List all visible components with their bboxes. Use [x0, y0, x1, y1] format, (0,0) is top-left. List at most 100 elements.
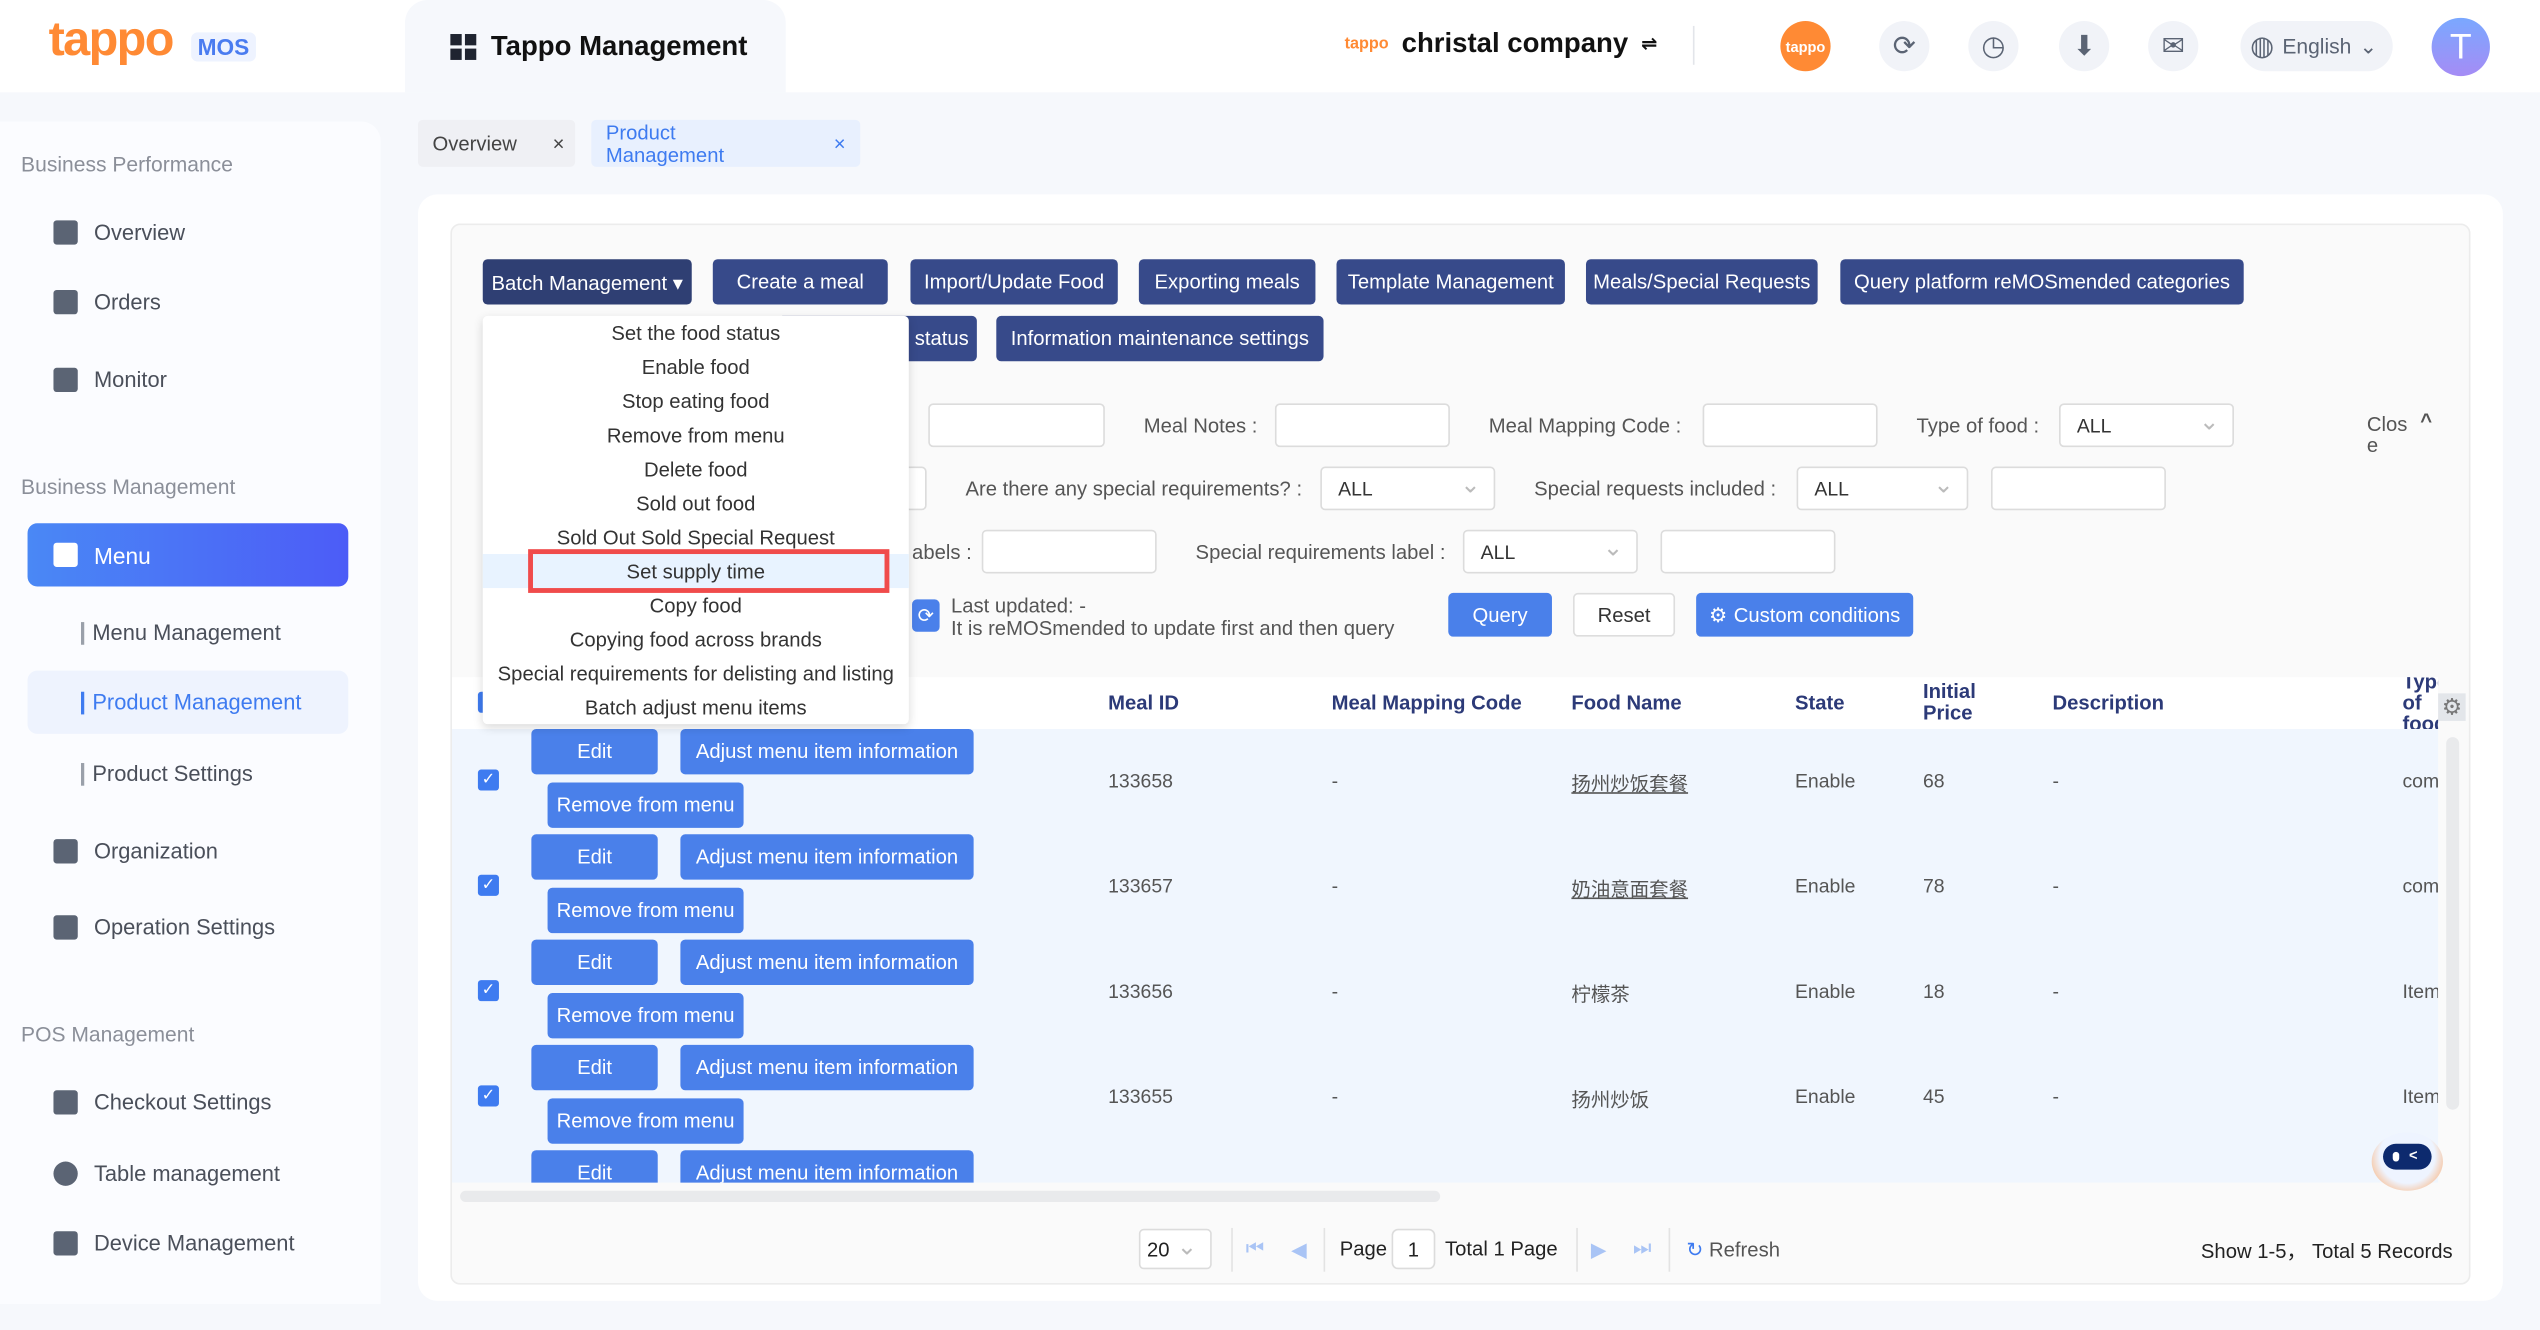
sidebar-item-product-management[interactable]: Product Management: [27, 670, 349, 734]
tab-overview[interactable]: Overview ×: [417, 119, 576, 167]
menu-item[interactable]: Stop eating food: [622, 389, 770, 413]
menu-item[interactable]: Sold out food: [636, 491, 756, 515]
food-name[interactable]: 扬州炒饭: [1571, 1088, 1650, 1112]
menu-item[interactable]: Copying food across brands: [569, 627, 822, 651]
meals-special-requests-button[interactable]: Meals/Special Requests: [1585, 259, 1818, 305]
menu-item[interactable]: Special requirements for delisting and l…: [497, 661, 894, 685]
close-icon[interactable]: ×: [552, 132, 565, 155]
row-checkbox[interactable]: ✓: [477, 980, 499, 1002]
column-header[interactable]: Type of food: [2402, 677, 2438, 729]
menu-item[interactable]: Remove from menu: [606, 423, 785, 447]
batch-management-button[interactable]: Batch Management ▾: [482, 259, 692, 305]
sidebar-item-table-management[interactable]: Table management: [53, 1161, 280, 1186]
edit-button[interactable]: Edit: [531, 1150, 658, 1183]
create-meal-button[interactable]: Create a meal: [712, 259, 888, 305]
sidebar-item-menu-management[interactable]: Menu Management: [81, 621, 281, 645]
download-icon[interactable]: ⬇: [2059, 21, 2110, 72]
sidebar-item-organization[interactable]: Organization: [53, 839, 218, 864]
query-platform-categories-button[interactable]: Query platform reMOSmended categories: [1840, 259, 2244, 305]
food-name[interactable]: 奶油意面套餐: [1571, 878, 1689, 901]
collapse-filters-button[interactable]: Clos e: [2367, 414, 2416, 457]
edit-button[interactable]: Edit: [531, 834, 658, 880]
menu-item[interactable]: Delete food: [644, 457, 748, 481]
sidebar-item-device-management[interactable]: Device Management: [53, 1231, 295, 1256]
adjust-menu-item-button[interactable]: Adjust menu item information: [680, 834, 974, 880]
chevron-up-icon[interactable]: ^: [2420, 409, 2433, 433]
avatar[interactable]: T: [2431, 17, 2490, 77]
page-size-select[interactable]: 20: [1138, 1228, 1212, 1270]
menu-item[interactable]: Set supply time: [482, 554, 909, 589]
page-input[interactable]: 1: [1391, 1228, 1436, 1270]
row-checkbox[interactable]: ✓: [477, 769, 499, 791]
column-settings-gear-icon[interactable]: ⚙: [2438, 693, 2466, 721]
horizontal-scrollbar[interactable]: [460, 1190, 1441, 1203]
meal-notes-input[interactable]: [1274, 403, 1450, 448]
sidebar-item-operation-settings[interactable]: Operation Settings: [53, 915, 275, 940]
filter-input-1[interactable]: [928, 403, 1105, 448]
adjust-menu-item-button[interactable]: Adjust menu item information: [680, 939, 974, 985]
sync-icon[interactable]: ⟳: [1879, 21, 1930, 72]
remove-from-menu-button[interactable]: Remove from menu: [547, 782, 744, 828]
column-header[interactable]: Initial Price: [1922, 680, 1976, 725]
edit-button[interactable]: Edit: [531, 939, 658, 985]
query-button[interactable]: Query: [1448, 592, 1552, 637]
special-requirements-label-select[interactable]: ALL: [1462, 529, 1638, 574]
information-maintenance-settings-button[interactable]: Information maintenance settings: [996, 315, 1324, 362]
reset-button[interactable]: Reset: [1573, 592, 1676, 637]
labels-input[interactable]: [981, 529, 1157, 574]
remove-from-menu-button[interactable]: Remove from menu: [547, 993, 744, 1039]
special-label-input[interactable]: [1660, 529, 1836, 574]
adjust-menu-item-button[interactable]: Adjust menu item information: [680, 729, 974, 775]
prev-page-icon[interactable]: ◀: [1291, 1238, 1307, 1262]
sidebar-item-monitor[interactable]: Monitor: [53, 367, 167, 393]
sidebar-item-product-settings[interactable]: Product Settings: [81, 762, 253, 786]
column-header[interactable]: Meal Mapping Code: [1331, 690, 1522, 714]
menu-item[interactable]: Enable food: [641, 355, 750, 379]
template-management-button[interactable]: Template Management: [1336, 259, 1565, 305]
row-checkbox[interactable]: ✓: [477, 874, 499, 896]
remove-from-menu-button[interactable]: Remove from menu: [547, 1098, 744, 1144]
refresh-button[interactable]: ↻ Refresh: [1686, 1237, 1780, 1261]
update-refresh-icon[interactable]: ⟳: [912, 599, 940, 632]
close-icon[interactable]: ×: [833, 132, 846, 155]
food-name[interactable]: 扬州炒饭套餐: [1571, 772, 1689, 796]
language-selector[interactable]: ◍ English ⌄: [2240, 21, 2393, 72]
custom-conditions-button[interactable]: ⚙ Custom conditions: [1696, 592, 1914, 637]
next-page-icon[interactable]: ▶: [1590, 1238, 1607, 1262]
adjust-menu-item-button[interactable]: Adjust menu item information: [680, 1150, 974, 1183]
last-page-icon[interactable]: ⏭: [1632, 1236, 1652, 1260]
sidebar-item-checkout-settings[interactable]: Checkout Settings: [53, 1090, 271, 1115]
column-header[interactable]: Description: [2052, 690, 2164, 714]
first-page-icon[interactable]: ⏮: [1245, 1236, 1265, 1260]
adjust-menu-item-button[interactable]: Adjust menu item information: [680, 1044, 974, 1091]
company-switcher[interactable]: tappo christal company ⇌: [1345, 28, 1658, 60]
remove-from-menu-button[interactable]: Remove from menu: [547, 887, 744, 934]
import-update-food-button[interactable]: Import/Update Food: [910, 259, 1118, 305]
menu-item[interactable]: Sold Out Sold Special Request: [556, 525, 835, 549]
sidebar-item-overview[interactable]: Overview: [53, 220, 185, 245]
edit-button[interactable]: Edit: [531, 1044, 658, 1091]
column-header[interactable]: Food Name: [1571, 690, 1682, 714]
edit-button[interactable]: Edit: [531, 729, 658, 775]
menu-item[interactable]: Copy food: [649, 593, 742, 617]
special-requirements-select[interactable]: ALL: [1320, 466, 1496, 511]
sidebar-item-menu[interactable]: Menu: [27, 523, 349, 587]
assistant-robot-icon[interactable]: <: [2371, 1126, 2447, 1194]
column-header[interactable]: State: [1794, 690, 1845, 714]
food-name[interactable]: 柠檬茶: [1571, 983, 1630, 1007]
app-tab[interactable]: Tappo Management: [405, 0, 786, 93]
history-icon[interactable]: ◷: [1968, 21, 2019, 72]
exporting-meals-button[interactable]: Exporting meals: [1138, 259, 1316, 305]
special-requests-input[interactable]: [1990, 466, 2166, 511]
vertical-scrollbar[interactable]: [2446, 737, 2460, 1110]
message-icon[interactable]: ✉: [2148, 21, 2199, 72]
menu-item[interactable]: Set the food status: [611, 321, 781, 345]
special-requests-included-select[interactable]: ALL: [1796, 466, 1969, 511]
type-of-food-select[interactable]: ALL: [2059, 403, 2234, 448]
row-checkbox[interactable]: ✓: [477, 1085, 499, 1107]
tappo-app-icon[interactable]: tappo: [1780, 21, 1831, 72]
tab-product-management[interactable]: Product Management ×: [591, 119, 861, 167]
meal-mapping-code-input[interactable]: [1702, 403, 1878, 448]
column-header[interactable]: Meal ID: [1108, 690, 1179, 714]
sidebar-item-orders[interactable]: Orders: [53, 289, 161, 315]
